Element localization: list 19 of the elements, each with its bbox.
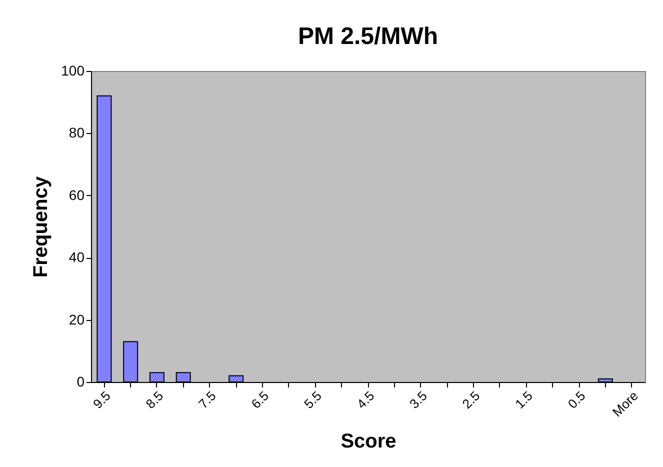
y-tick-label: 40 (68, 249, 85, 266)
chart-title: PM 2.5/MWh (298, 23, 438, 50)
y-tick-label: 0 (76, 374, 85, 390)
x-tick-label: 0.5 (564, 388, 588, 412)
x-tick-label: 9.5 (90, 388, 114, 412)
y-tick-label: 60 (68, 186, 85, 203)
x-tick-label: 5.5 (301, 388, 324, 412)
x-tick-label: 8.5 (142, 388, 166, 412)
x-tick-label: 4.5 (354, 388, 378, 412)
x-tick-label: 1.5 (512, 388, 536, 412)
x-tick-label: 6.5 (248, 388, 272, 412)
y-axis-title: Frequency (30, 176, 52, 278)
y-tick-label: 100 (61, 62, 85, 78)
x-axis-title: Score (340, 430, 396, 453)
y-tick-label: 80 (68, 124, 85, 141)
y-tick-label: 20 (68, 311, 85, 328)
x-tick-label: 2.5 (459, 388, 483, 412)
x-tick-label: 3.5 (406, 388, 430, 412)
x-tick-label: 7.5 (196, 388, 219, 412)
